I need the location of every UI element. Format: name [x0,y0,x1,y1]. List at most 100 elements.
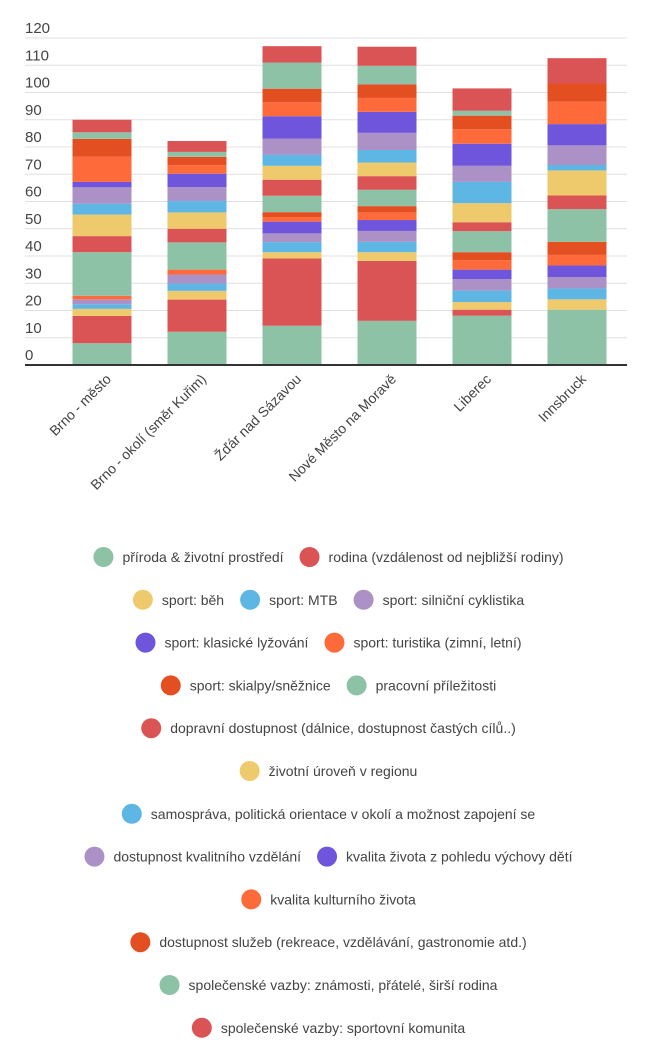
bar-segment [262,325,322,365]
bar-segment [262,221,322,234]
bar-segment [357,206,417,213]
bar-segment [452,115,512,130]
bar-segment [167,151,227,157]
bar-segment [452,165,512,182]
y-tick-label: 20 [25,293,42,310]
bar-segment [167,156,227,166]
bar-segment [452,279,512,291]
bar-segment [452,302,512,310]
y-tick-label: 110 [25,47,49,64]
bar-segment [167,299,227,332]
legend-swatch [353,589,374,610]
legend-label: pracovní příležitosti [376,677,497,693]
bar-segment [72,315,132,344]
y-tick-label: 60 [25,184,42,201]
bar-segment [357,212,417,221]
bar-segment [72,295,132,300]
legend-label: sport: klasické lyžování [165,635,309,651]
y-tick-label: 100 [25,75,50,92]
bar-segment [167,228,227,243]
legend-label: dostupnost služeb (rekreace, vzdělávání,… [159,934,526,950]
bar-segment [262,154,322,166]
bar-segment [547,276,607,289]
bar-segment [452,88,512,111]
legend-label: sport: MTB [269,592,337,608]
bar-segment [357,46,417,66]
legend-label: společenské vazby: známosti, přátelé, ši… [189,977,498,993]
bar-segment [547,254,607,266]
legend-swatch [135,632,156,653]
bar-segment [357,176,417,190]
bar-segment [167,331,227,365]
legend-swatch [160,675,181,696]
legend-label: dostupnost kvalitního vzdělání [113,849,301,865]
bar-segment [452,181,512,204]
bar-segment [262,88,322,103]
legend-swatch [241,889,262,910]
bar-segment [357,84,417,98]
bar-segment [167,173,227,188]
bar-segment [452,260,512,270]
bar-segment [357,230,417,242]
legend-label: kvalita života z pohledu výchovy dětí [346,849,573,865]
bar-segment [72,187,132,204]
bar-segment [357,149,417,163]
bar-segment [452,309,512,316]
legend-label: kvalita kulturního života [270,891,416,907]
bar-segment [72,299,132,305]
bar-segment [547,265,607,277]
bar-segment [167,269,227,275]
bar-segment [262,138,322,155]
legend-label: životní úroveň v regionu [269,763,418,779]
bar-segment [262,217,322,222]
bar-segment [167,242,227,270]
bar-segment [262,242,322,253]
x-tick-label: Nové Město na Moravě [285,371,399,485]
bar-segment [72,252,132,296]
y-tick-label: 0 [25,347,33,364]
bar-segment [167,200,227,213]
legend-label: společenské vazby: sportovní komunita [221,1020,466,1036]
bar-segment [547,309,607,365]
bar-segment [452,110,512,116]
bar-segment [167,141,227,152]
y-tick-label: 40 [25,238,42,255]
bar-segment [547,288,607,300]
bar-segment [262,212,322,218]
bar-segment [357,97,417,112]
legend-label: sport: silniční cyklistika [383,592,525,608]
y-tick-label: 10 [25,320,42,337]
bar-segment [72,203,132,215]
bar-segment [547,170,607,196]
bar-segment [452,315,512,365]
x-tick-label: Innsbruck [535,370,590,425]
x-tick-label: Brno - město [46,371,114,439]
y-tick-label: 120 [25,20,50,37]
bar-segment [357,162,417,177]
y-tick-label: 90 [25,102,42,119]
bar-segment [452,143,512,166]
bar-segment [72,214,132,237]
bar-segment [72,304,132,309]
bar-segment [167,187,227,201]
bar-segment [547,83,607,102]
x-tick-label: Žďár nad Sázavou [211,371,304,464]
bar-segment [357,320,417,365]
bar-segment [357,189,417,207]
bar-segment [72,181,132,188]
bar-segment [167,165,227,174]
bar-segment [357,220,417,231]
bar-segment [357,260,417,321]
bar-segment [452,129,512,144]
y-tick-label: 30 [25,265,42,282]
legend-label: samospráva, politická orientace v okolí … [151,806,536,822]
bar-segment [452,269,512,280]
bar-segment [262,62,322,89]
legend-label: rodina (vzdálenost od nejbližší rodiny) [329,549,564,565]
bar-segment [72,156,132,182]
bar-segment [452,203,512,223]
bar-segment [547,241,607,255]
bar-segment [547,164,607,171]
bar-segment [547,145,607,165]
